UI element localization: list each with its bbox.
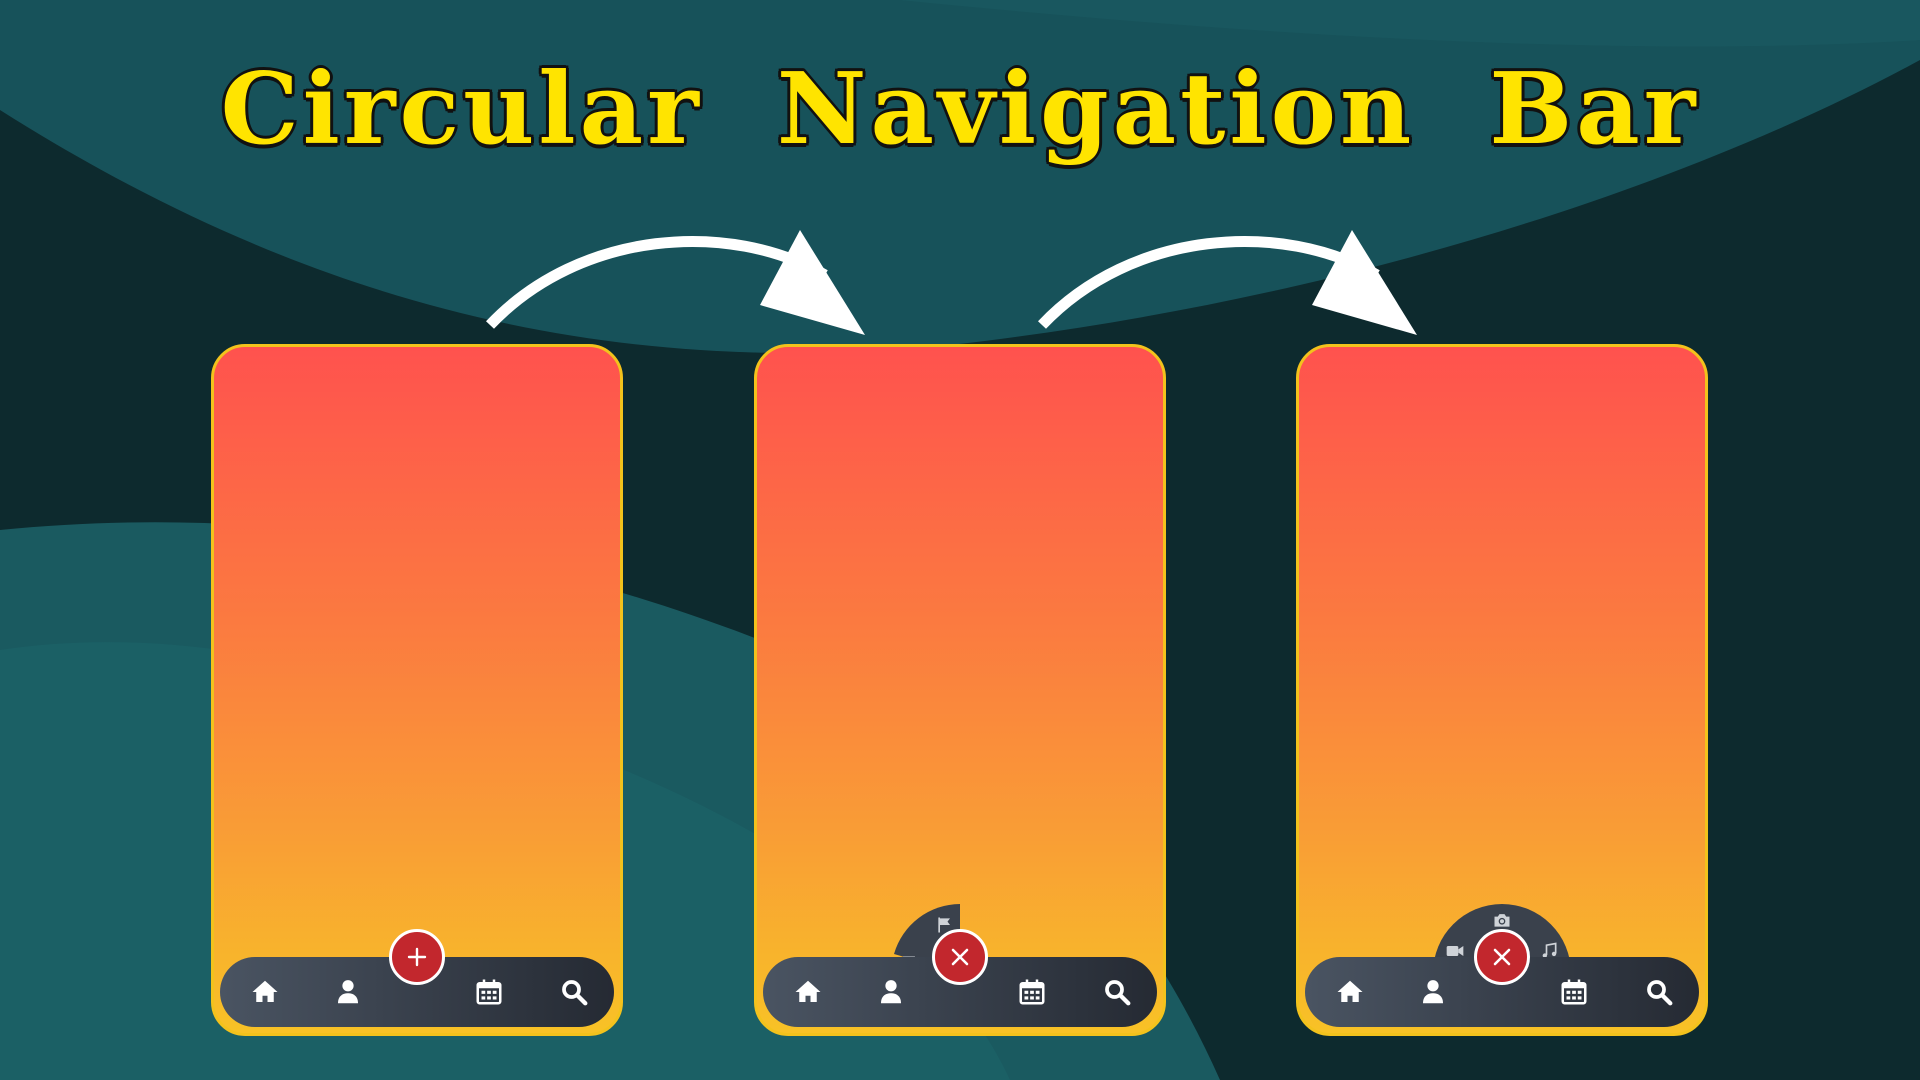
transition-arrow-2	[1038, 230, 1417, 335]
home-icon[interactable]	[248, 975, 282, 1009]
close-icon	[1490, 945, 1514, 969]
fab-close-button[interactable]	[1474, 929, 1530, 985]
fab-close-button[interactable]	[932, 929, 988, 985]
search-icon[interactable]	[557, 975, 591, 1009]
search-icon[interactable]	[1100, 975, 1134, 1009]
phone-opening	[754, 344, 1166, 1036]
plus-icon	[405, 945, 429, 969]
transition-arrow-1	[486, 230, 865, 335]
calendar-icon[interactable]	[472, 975, 506, 1009]
user-icon[interactable]	[331, 975, 365, 1009]
home-icon[interactable]	[791, 975, 825, 1009]
fab-open-button[interactable]	[389, 929, 445, 985]
calendar-icon[interactable]	[1557, 975, 1591, 1009]
calendar-icon[interactable]	[1015, 975, 1049, 1009]
camera-icon[interactable]	[1490, 909, 1514, 931]
user-icon[interactable]	[1416, 975, 1450, 1009]
close-icon	[948, 945, 972, 969]
phone-open	[1296, 344, 1708, 1036]
search-icon[interactable]	[1642, 975, 1676, 1009]
home-icon[interactable]	[1333, 975, 1367, 1009]
user-icon[interactable]	[874, 975, 908, 1009]
page-title: Circular Navigation Bar	[218, 50, 1700, 170]
phone-closed	[211, 344, 623, 1036]
